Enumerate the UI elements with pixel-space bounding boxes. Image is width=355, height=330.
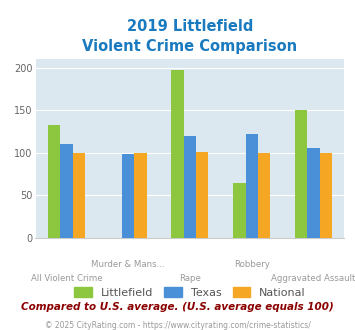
Bar	[122, 154, 134, 238]
Text: All Violent Crime: All Violent Crime	[31, 274, 102, 283]
Legend: Littlefield, Texas, National: Littlefield, Texas, National	[70, 282, 310, 302]
Bar	[184, 136, 196, 238]
Bar	[307, 148, 320, 238]
Bar	[295, 110, 307, 238]
Bar	[60, 144, 72, 238]
Title: 2019 Littlefield
Violent Crime Comparison: 2019 Littlefield Violent Crime Compariso…	[82, 19, 297, 54]
Bar	[134, 153, 147, 238]
Text: Compared to U.S. average. (U.S. average equals 100): Compared to U.S. average. (U.S. average …	[21, 302, 334, 312]
Text: © 2025 CityRating.com - https://www.cityrating.com/crime-statistics/: © 2025 CityRating.com - https://www.city…	[45, 321, 310, 330]
Bar	[72, 153, 85, 238]
Text: Aggravated Assault: Aggravated Assault	[271, 274, 355, 283]
Bar	[48, 125, 60, 238]
Text: Rape: Rape	[179, 274, 201, 283]
Text: Murder & Mans...: Murder & Mans...	[91, 260, 165, 269]
Bar	[233, 183, 246, 238]
Bar	[258, 153, 270, 238]
Bar	[196, 152, 208, 238]
Bar	[171, 70, 184, 238]
Text: Robbery: Robbery	[234, 260, 270, 269]
Bar	[320, 153, 332, 238]
Bar	[246, 134, 258, 238]
